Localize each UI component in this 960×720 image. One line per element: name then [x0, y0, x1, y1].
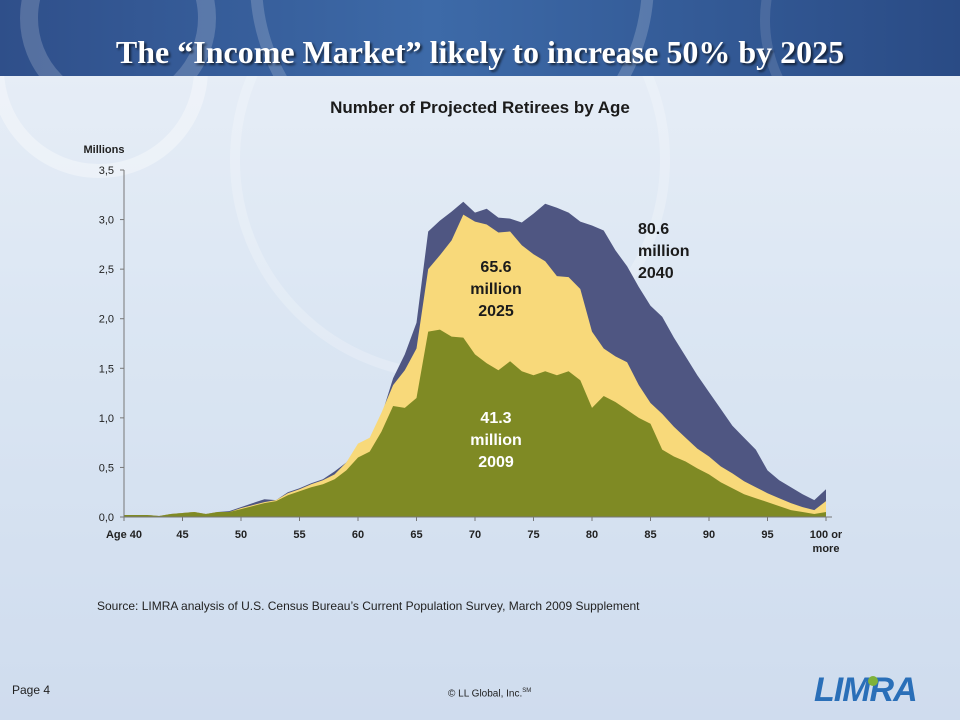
x-tick-label: 95	[761, 529, 773, 541]
copyright-text: © LL Global, Inc.	[448, 688, 523, 700]
x-tick-label: 90	[703, 529, 715, 541]
annotation-2025-line-1: 65.6	[480, 259, 512, 276]
y-tick-label: 2,0	[99, 314, 114, 326]
y-axis-title: Millions	[84, 144, 125, 156]
annotation-2040-line-3: 2040	[638, 265, 674, 282]
slide-title: The “Income Market” likely to increase 5…	[115, 34, 845, 70]
series-area-1	[124, 329, 826, 517]
copyright-notice: © LL Global, Inc.SM	[448, 688, 531, 699]
x-tick-label: 100 or	[810, 529, 843, 541]
y-tick-label: 3,0	[99, 215, 114, 227]
annotation-2040-line-2: million	[638, 243, 690, 260]
source-note: Source: LIMRA analysis of U.S. Census Bu…	[97, 599, 640, 613]
x-tick-label: 75	[527, 529, 539, 541]
header-decoration	[760, 0, 960, 76]
annotation-2009-line-3: 2009	[478, 454, 514, 471]
annotation-2040-line-1: 80.6	[638, 221, 670, 238]
slide-header	[0, 0, 960, 76]
x-tick-label: 65	[410, 529, 422, 541]
annotation-2009-line-2: million	[470, 432, 522, 449]
chart-title: Number of Projected Retirees by Age	[330, 98, 630, 117]
y-tick-label: 1,0	[99, 413, 114, 425]
x-tick-label: 80	[586, 529, 598, 541]
page-number: Page 4	[12, 683, 51, 697]
limra-logo: LIMRA	[814, 671, 916, 706]
annotation-2009: 41.3 million 2009	[446, 408, 546, 474]
annotation-2040: 80.6 million 2040	[620, 219, 732, 285]
x-tick-label-line-2: more	[813, 543, 840, 555]
limra-logo-globe-icon	[868, 676, 878, 686]
limra-logo-text: LIMRA	[814, 671, 916, 706]
y-tick-label: 0,0	[99, 512, 114, 524]
annotation-2025-line-2: million	[470, 281, 522, 298]
y-tick-label: 2,5	[99, 264, 114, 276]
x-tick-label: 50	[235, 529, 247, 541]
annotation-2009-line-1: 41.3	[480, 410, 512, 427]
x-tick-label: 60	[352, 529, 364, 541]
x-tick-label: 85	[644, 529, 656, 541]
service-mark: SM	[522, 688, 532, 694]
y-tick-label: 1,5	[99, 363, 114, 375]
x-tick-label: 55	[293, 529, 305, 541]
y-tick-label: 0,5	[99, 462, 114, 474]
y-tick-label: 3,5	[99, 165, 114, 177]
x-tick-label: Age 40	[106, 529, 142, 541]
x-tick-label: 45	[176, 529, 188, 541]
annotation-2025-line-3: 2025	[478, 303, 514, 320]
x-tick-label: 70	[469, 529, 481, 541]
annotation-2025: 65.6 million 2025	[446, 257, 546, 323]
